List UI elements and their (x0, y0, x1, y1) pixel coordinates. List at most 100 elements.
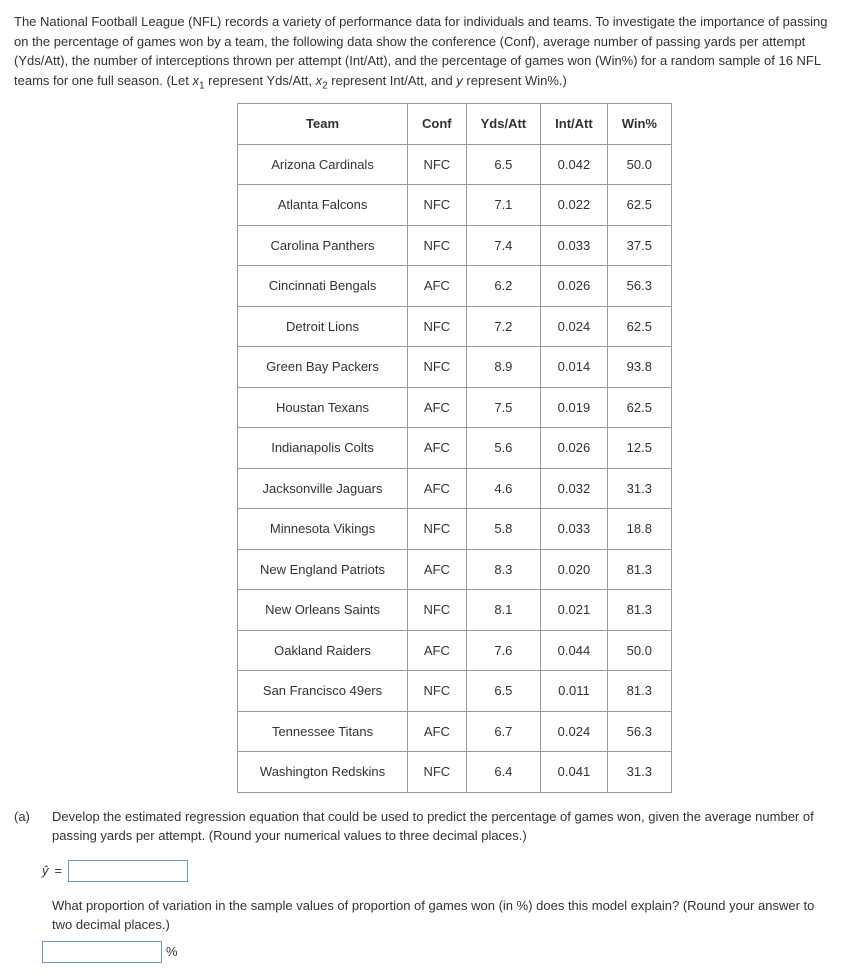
data-table-wrap: Team Conf Yds/Att Int/Att Win% Arizona C… (14, 103, 835, 793)
table-cell: 56.3 (607, 711, 671, 752)
percent-symbol: % (166, 942, 178, 962)
part-a-text: Develop the estimated regression equatio… (52, 809, 814, 844)
table-cell: NFC (408, 347, 467, 388)
table-cell: 31.3 (607, 468, 671, 509)
table-cell: 7.5 (466, 387, 541, 428)
table-cell: 56.3 (607, 266, 671, 307)
table-cell: 0.032 (541, 468, 608, 509)
col-ydsatt: Yds/Att (466, 104, 541, 145)
col-winpct: Win% (607, 104, 671, 145)
table-cell: Green Bay Packers (238, 347, 408, 388)
table-cell: Washington Redskins (238, 752, 408, 793)
table-cell: 62.5 (607, 306, 671, 347)
data-table: Team Conf Yds/Att Int/Att Win% Arizona C… (237, 103, 672, 793)
table-cell: AFC (408, 266, 467, 307)
table-row: Detroit LionsNFC7.20.02462.5 (238, 306, 672, 347)
table-cell: NFC (408, 671, 467, 712)
table-cell: Houstan Texans (238, 387, 408, 428)
table-cell: New England Patriots (238, 549, 408, 590)
table-row: New England PatriotsAFC8.30.02081.3 (238, 549, 672, 590)
table-cell: Indianapolis Colts (238, 428, 408, 469)
table-cell: Cincinnati Bengals (238, 266, 408, 307)
table-cell: 31.3 (607, 752, 671, 793)
table-cell: 12.5 (607, 428, 671, 469)
col-team: Team (238, 104, 408, 145)
table-cell: 18.8 (607, 509, 671, 550)
table-row: Jacksonville JaguarsAFC4.60.03231.3 (238, 468, 672, 509)
table-cell: San Francisco 49ers (238, 671, 408, 712)
part-a: (a) Develop the estimated regression equ… (14, 807, 835, 846)
table-cell: 62.5 (607, 387, 671, 428)
table-cell: NFC (408, 306, 467, 347)
table-cell: 0.033 (541, 225, 608, 266)
part-a-body: Develop the estimated regression equatio… (52, 807, 835, 846)
table-cell: NFC (408, 144, 467, 185)
table-cell: Jacksonville Jaguars (238, 468, 408, 509)
table-cell: NFC (408, 590, 467, 631)
table-cell: 0.019 (541, 387, 608, 428)
table-cell: 0.026 (541, 428, 608, 469)
table-row: New Orleans SaintsNFC8.10.02181.3 (238, 590, 672, 631)
table-cell: 81.3 (607, 671, 671, 712)
intro-text-2: represent Yds/Att, (205, 73, 316, 88)
table-cell: AFC (408, 549, 467, 590)
table-cell: 7.2 (466, 306, 541, 347)
col-intatt: Int/Att (541, 104, 608, 145)
percent-input[interactable] (42, 941, 162, 963)
intro-text-4: represent Win%.) (463, 73, 567, 88)
table-cell: 0.024 (541, 711, 608, 752)
table-cell: 6.5 (466, 671, 541, 712)
table-cell: Oakland Raiders (238, 630, 408, 671)
table-cell: NFC (408, 185, 467, 226)
table-cell: Arizona Cardinals (238, 144, 408, 185)
problem-intro: The National Football League (NFL) recor… (14, 12, 835, 93)
table-cell: 0.024 (541, 306, 608, 347)
part-a-followup-body: What proportion of variation in the samp… (52, 896, 835, 935)
table-cell: 50.0 (607, 144, 671, 185)
table-cell: 0.014 (541, 347, 608, 388)
table-row: Indianapolis ColtsAFC5.60.02612.5 (238, 428, 672, 469)
table-cell: 4.6 (466, 468, 541, 509)
table-row: Green Bay PackersNFC8.90.01493.8 (238, 347, 672, 388)
table-cell: 0.042 (541, 144, 608, 185)
table-cell: NFC (408, 509, 467, 550)
table-row: Carolina PanthersNFC7.40.03337.5 (238, 225, 672, 266)
yhat-input[interactable] (68, 860, 188, 882)
y-hat: ŷ (42, 861, 49, 881)
table-cell: 62.5 (607, 185, 671, 226)
table-cell: 5.6 (466, 428, 541, 469)
table-row: Houstan TexansAFC7.50.01962.5 (238, 387, 672, 428)
table-cell: 50.0 (607, 630, 671, 671)
table-cell: 0.011 (541, 671, 608, 712)
table-row: Atlanta FalconsNFC7.10.02262.5 (238, 185, 672, 226)
table-row: Minnesota VikingsNFC5.80.03318.8 (238, 509, 672, 550)
table-cell: AFC (408, 468, 467, 509)
table-cell: 6.2 (466, 266, 541, 307)
table-cell: AFC (408, 630, 467, 671)
table-cell: 7.1 (466, 185, 541, 226)
table-cell: Minnesota Vikings (238, 509, 408, 550)
table-cell: 93.8 (607, 347, 671, 388)
table-row: Arizona CardinalsNFC6.50.04250.0 (238, 144, 672, 185)
table-cell: New Orleans Saints (238, 590, 408, 631)
table-cell: 0.026 (541, 266, 608, 307)
intro-text-3: represent Int/Att, and (328, 73, 457, 88)
part-a-followup-text: What proportion of variation in the samp… (52, 898, 814, 933)
table-row: Tennessee TitansAFC6.70.02456.3 (238, 711, 672, 752)
table-cell: 81.3 (607, 590, 671, 631)
table-cell: 0.041 (541, 752, 608, 793)
table-cell: AFC (408, 428, 467, 469)
table-cell: 0.044 (541, 630, 608, 671)
table-header-row: Team Conf Yds/Att Int/Att Win% (238, 104, 672, 145)
table-cell: 6.4 (466, 752, 541, 793)
table-row: San Francisco 49ersNFC6.50.01181.3 (238, 671, 672, 712)
table-cell: 8.1 (466, 590, 541, 631)
table-cell: AFC (408, 711, 467, 752)
table-cell: Tennessee Titans (238, 711, 408, 752)
table-cell: NFC (408, 225, 467, 266)
table-cell: 0.021 (541, 590, 608, 631)
table-row: Washington RedskinsNFC6.40.04131.3 (238, 752, 672, 793)
equals-sign: = (55, 861, 63, 881)
percent-answer-row: % (42, 941, 835, 963)
table-cell: 7.4 (466, 225, 541, 266)
